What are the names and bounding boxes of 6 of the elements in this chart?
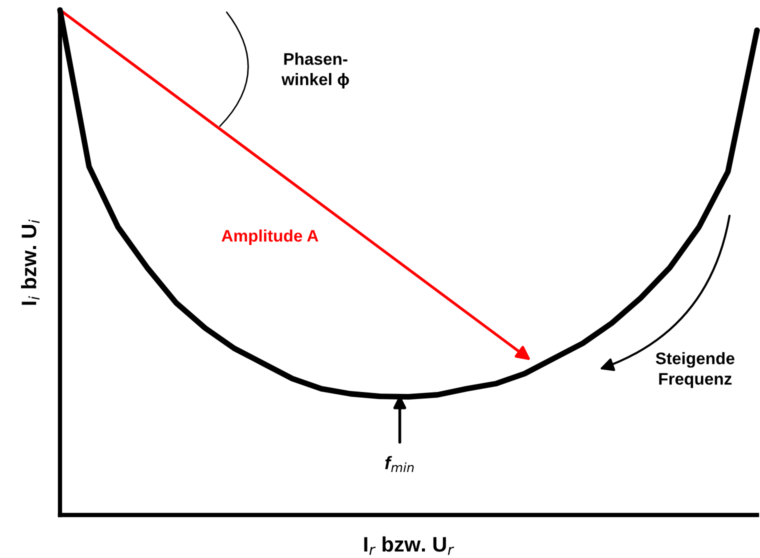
y-axis-title: I$_{i}$ bzw. U$_{i}$ — [21, 220, 40, 305]
x-axis-title: I$_{r}$ bzw. U$_{r}$ — [364, 536, 454, 555]
annotation: f$_{min}$ — [385, 456, 414, 472]
annotation: Amplitude A — [222, 229, 318, 246]
annotation: Phasen- winkel ϕ — [281, 52, 349, 89]
annotation: Steigende Frequenz — [656, 352, 734, 388]
